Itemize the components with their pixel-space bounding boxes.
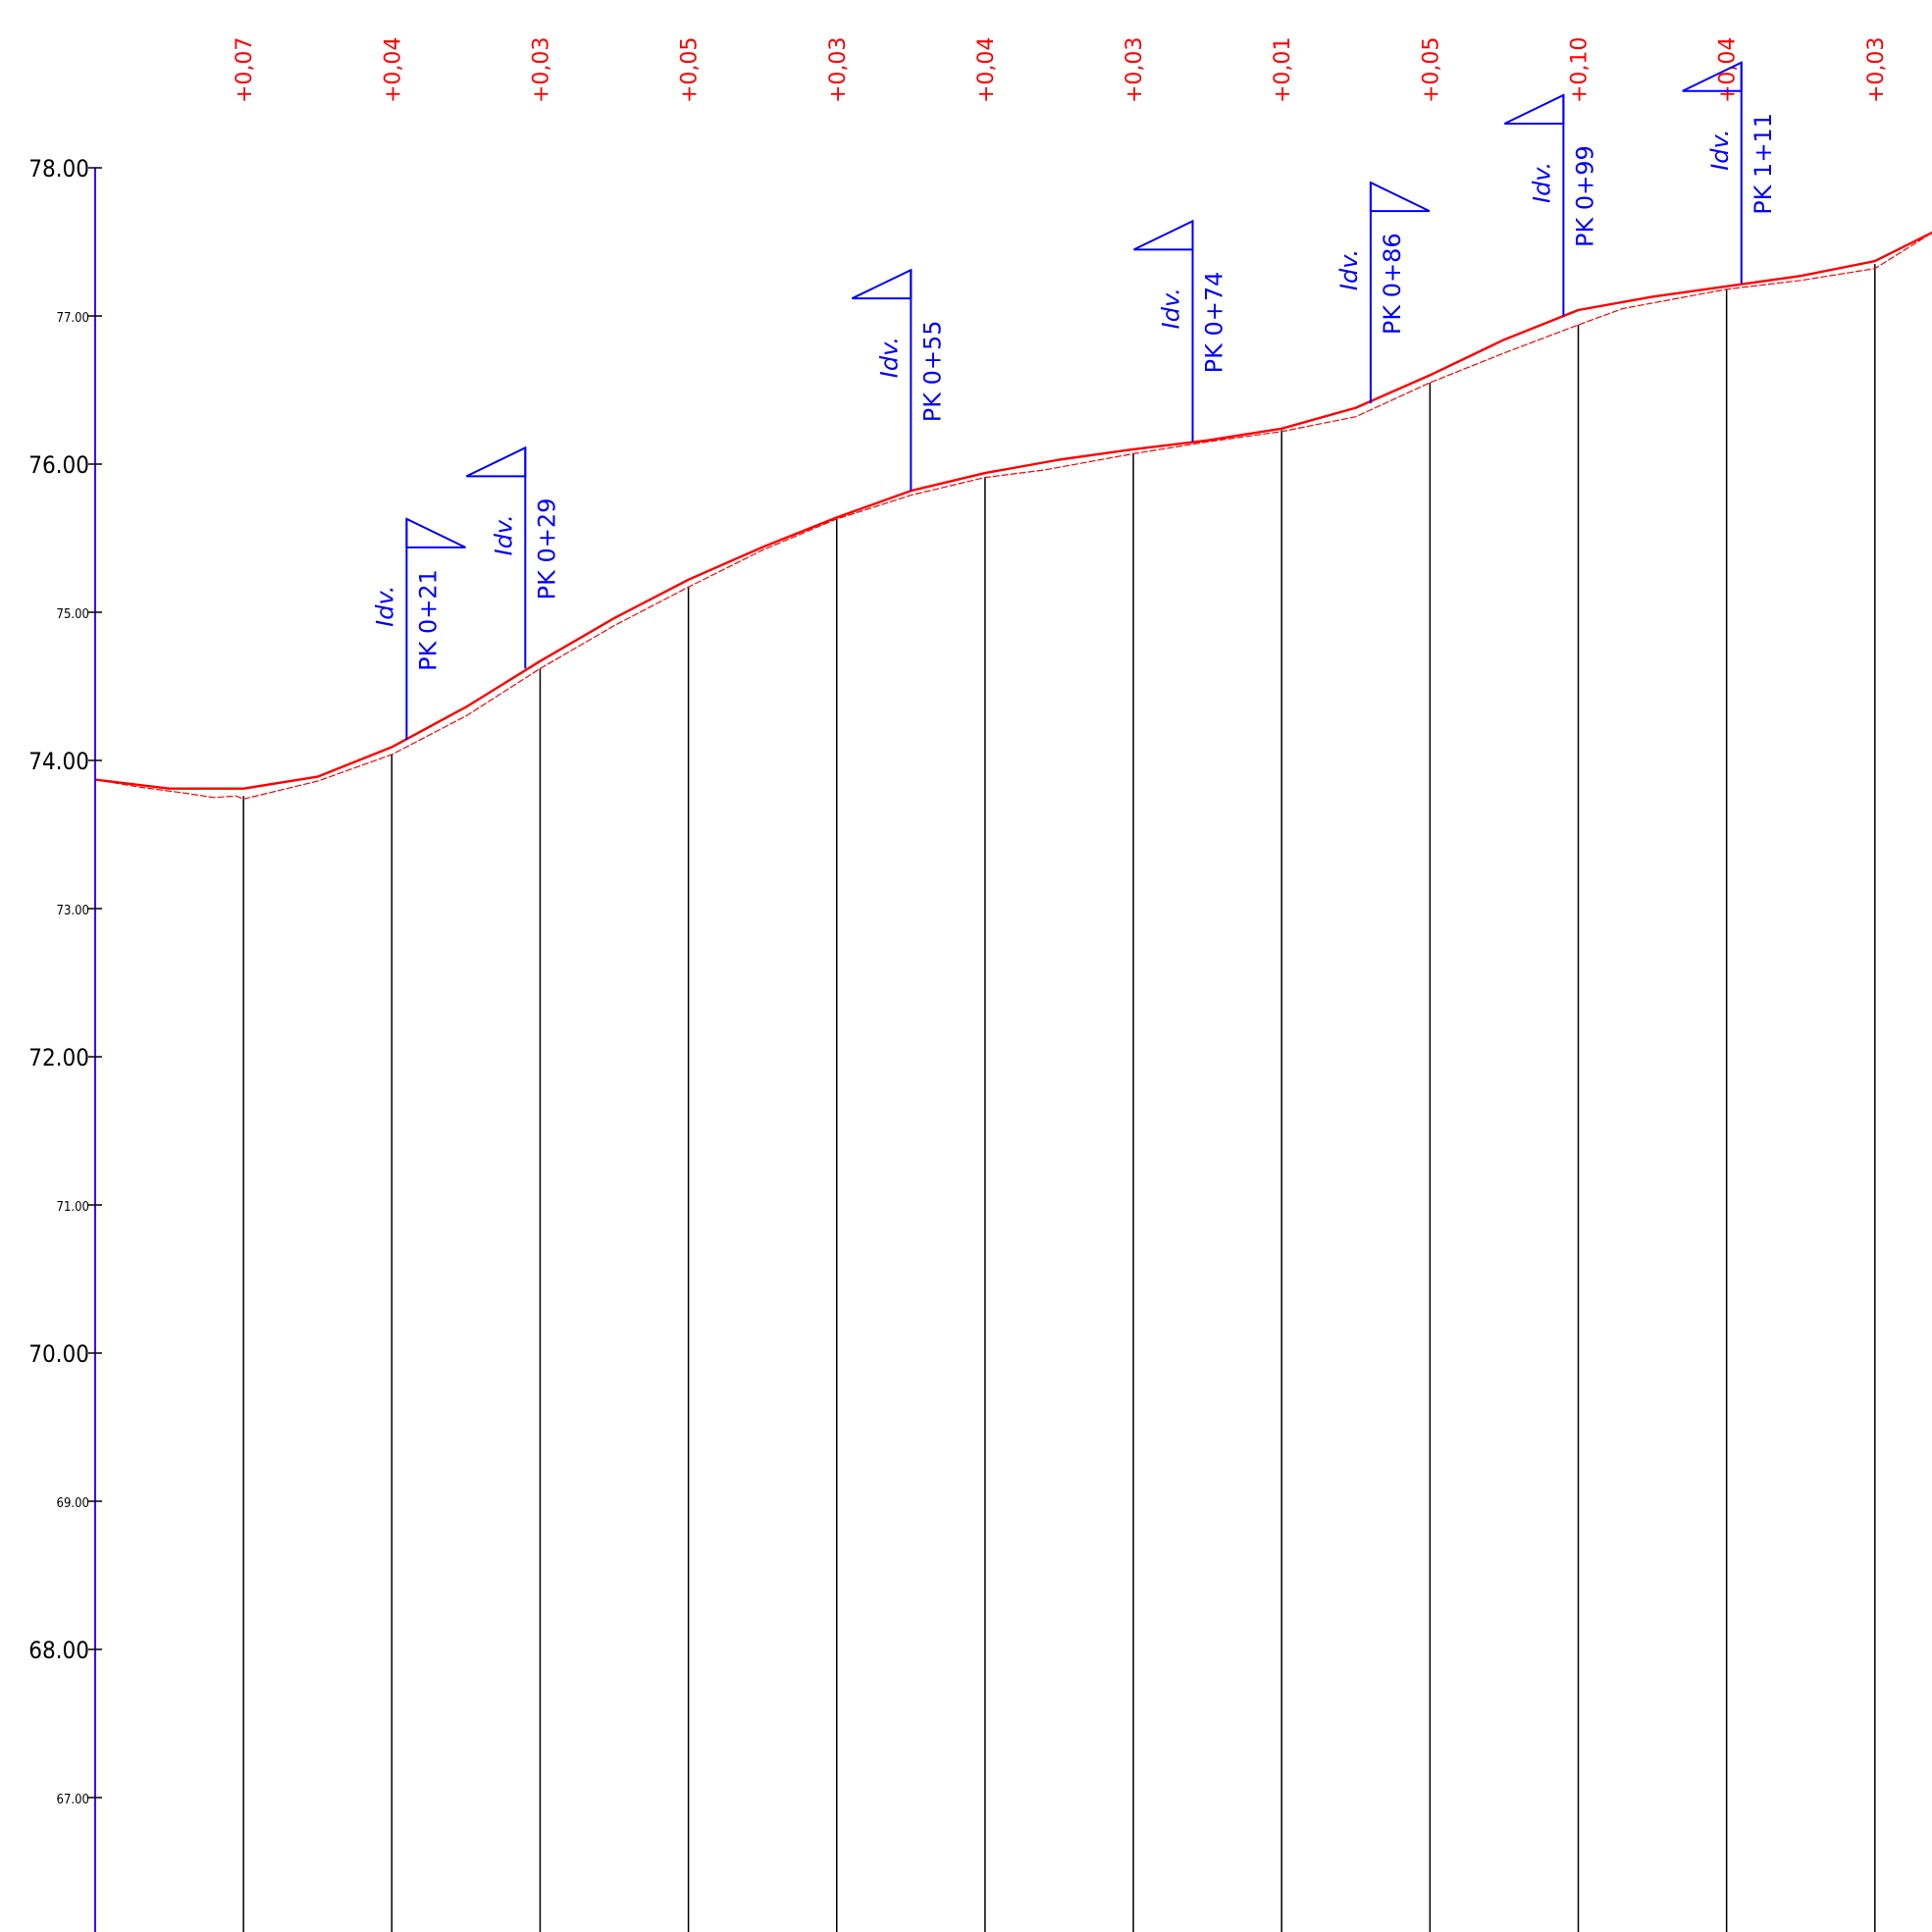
marker-label: PK 0+74 bbox=[1201, 272, 1228, 374]
marker-type-label: Idv. bbox=[490, 514, 517, 555]
marker-flag-icon bbox=[1503, 93, 1565, 125]
marker-type-label: Idv. bbox=[371, 586, 398, 627]
marker-type-label: Idv. bbox=[1158, 287, 1185, 329]
marker-type-label: Idv. bbox=[1706, 130, 1734, 171]
marker-flag-icon bbox=[1133, 219, 1194, 251]
elevation-tick-label: 76.00 bbox=[28, 451, 89, 479]
station-marker: PK 0+29 Idv. bbox=[465, 445, 560, 669]
elevation-difference-label: +0,05 bbox=[678, 37, 703, 103]
elevation-difference-label: +0,04 bbox=[381, 37, 405, 103]
station-marker: PK 0+86 Idv. bbox=[1335, 181, 1431, 404]
marker-type-label: Idv. bbox=[1335, 249, 1363, 290]
elevation-tick-label: 78.00 bbox=[28, 155, 89, 183]
elevation-tick-label: 70.00 bbox=[28, 1340, 89, 1368]
marker-label: PK 0+21 bbox=[414, 569, 442, 671]
station-marker: PK 0+99 Idv. bbox=[1503, 93, 1598, 316]
elevation-axis: 78.00 77.00 76.00 75.00 74.00 73.00 72.00 71.00… bbox=[28, 155, 102, 1932]
elevation-difference-label: +0,03 bbox=[529, 37, 553, 103]
elevation-tick-label: 71.00 bbox=[57, 1200, 89, 1215]
marker-label: PK 0+86 bbox=[1379, 233, 1406, 335]
elevation-difference-label: +0,05 bbox=[1419, 37, 1443, 103]
elevation-difference-label: +0,10 bbox=[1568, 37, 1593, 103]
elevation-difference-label: +0,01 bbox=[1271, 37, 1295, 103]
station-marker: PK 1+11 Idv. bbox=[1682, 61, 1777, 284]
marker-label: PK 1+11 bbox=[1749, 113, 1777, 215]
marker-flag-icon bbox=[465, 445, 527, 478]
elevation-tick-label: 75.00 bbox=[57, 607, 89, 622]
difference-labels: +0,07 +0,04 +0,03 +0,05 +0,03 +0,04 +0,03 +0,01… bbox=[233, 37, 1889, 103]
elevation-difference-label: +0,03 bbox=[1123, 37, 1147, 103]
elevation-tick-label: 68.00 bbox=[28, 1637, 89, 1664]
marker-label: PK 0+99 bbox=[1571, 145, 1598, 247]
elevation-difference-label: +0,03 bbox=[826, 37, 851, 103]
marker-type-label: Idv. bbox=[875, 337, 903, 378]
marker-flag-icon bbox=[405, 517, 466, 548]
station-marker: PK 0+21 Idv. bbox=[371, 517, 466, 740]
elevation-difference-label: +0,03 bbox=[1864, 37, 1889, 103]
station-lines bbox=[242, 264, 1876, 1932]
elevation-tick-label: 67.00 bbox=[57, 1793, 89, 1807]
elevation-difference-label: +0,07 bbox=[233, 37, 257, 103]
station-marker: PK 0+55 Idv. bbox=[851, 268, 946, 492]
elevation-tick-label: 69.00 bbox=[57, 1496, 89, 1511]
marker-flag-icon bbox=[851, 268, 913, 300]
elevation-difference-label: +0,04 bbox=[974, 37, 999, 103]
marker-label: PK 0+55 bbox=[918, 320, 946, 422]
design-profile-line bbox=[94, 231, 1932, 790]
elevation-tick-label: 73.00 bbox=[57, 904, 89, 918]
marker-flag-icon bbox=[1682, 61, 1743, 92]
elevation-tick-label: 77.00 bbox=[57, 311, 89, 326]
elevation-tick-label: 74.00 bbox=[28, 748, 89, 775]
elevation-tick-label: 72.00 bbox=[28, 1044, 89, 1071]
design-line-layer bbox=[94, 231, 1932, 790]
marker-flag-icon bbox=[1369, 181, 1431, 213]
station-marker: PK 0+74 Idv. bbox=[1133, 219, 1228, 443]
ground-line-layer bbox=[94, 232, 1932, 800]
existing-ground-line bbox=[94, 232, 1932, 800]
marker-label: PK 0+29 bbox=[533, 498, 560, 600]
marker-type-label: Idv. bbox=[1528, 162, 1555, 203]
